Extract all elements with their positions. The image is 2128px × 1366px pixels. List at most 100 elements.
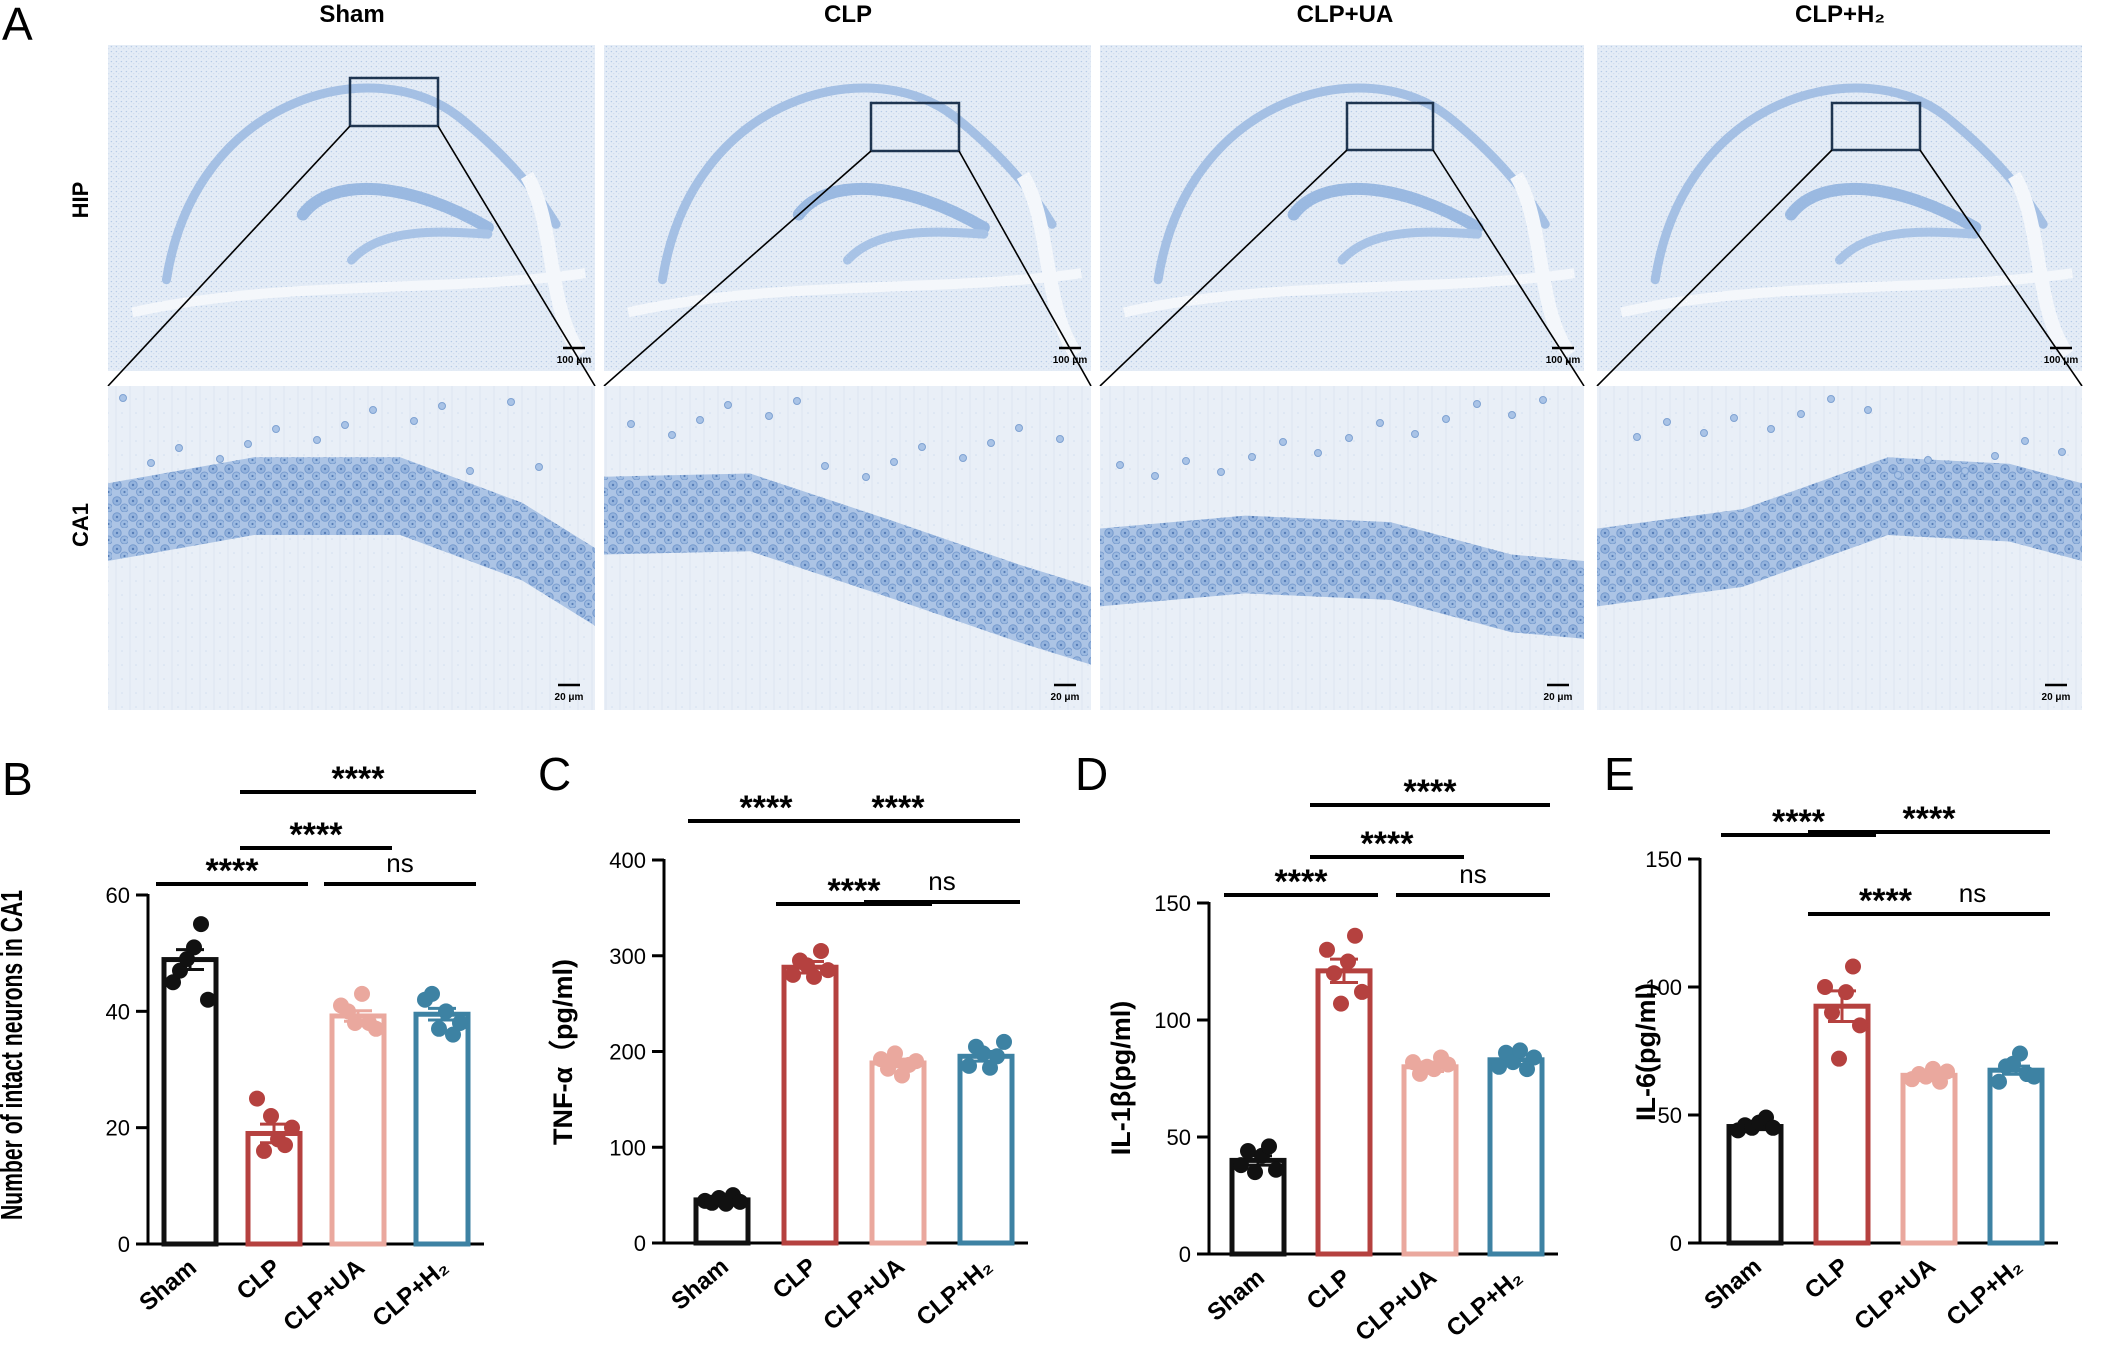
ventricle-gap	[1510, 171, 1576, 359]
scattered-cell	[1056, 435, 1064, 443]
y-tick-label: 40	[106, 999, 130, 1024]
scattered-cell	[1663, 418, 1671, 426]
y-axis-label: IL-6(pg/ml)	[1631, 983, 1661, 1121]
scattered-cell	[821, 462, 829, 470]
x-tick-label: CLP+UA	[1350, 1264, 1441, 1347]
bar	[1900, 1072, 1958, 1246]
scattered-cell	[890, 458, 898, 466]
significance-label: ****	[1903, 800, 1957, 838]
pyramidal-cell-layer	[1100, 515, 1584, 639]
scattered-cell	[313, 436, 321, 444]
data-point	[340, 1003, 356, 1020]
data-point	[1347, 927, 1363, 944]
x-tick-label: Sham	[134, 1254, 201, 1317]
scattered-cell	[918, 443, 926, 451]
hip-micrograph: 100 μm	[1100, 45, 1584, 371]
data-point	[1491, 1058, 1507, 1075]
y-tick-label: 0	[118, 1232, 130, 1257]
scattered-cell	[1894, 471, 1902, 479]
data-point	[1845, 958, 1861, 975]
scattered-cell	[1767, 425, 1775, 433]
bar-charts: B 0 20 40 60 Number of intact neurons in CA1 S…	[0, 748, 2058, 1347]
data-point	[179, 950, 195, 967]
scattered-cell	[1314, 449, 1322, 457]
data-point	[813, 942, 829, 959]
pyramidal-cell-layer	[1597, 457, 2082, 607]
scattered-cell	[175, 444, 183, 452]
ventricle-gap	[1016, 171, 1083, 359]
data-point	[347, 1014, 363, 1031]
ca1-micrograph: 20 μm	[604, 386, 1091, 710]
panel-letter: E	[1604, 748, 1635, 800]
y-tick-label: 400	[609, 848, 646, 873]
scattered-cell	[1473, 400, 1481, 408]
significance-label: ****	[332, 760, 386, 798]
data-point	[975, 1045, 991, 1062]
ca1-micrograph: 20 μm	[1100, 386, 1584, 710]
scattered-cell	[1924, 456, 1932, 464]
scattered-cell	[1991, 452, 1999, 460]
scattered-cell	[1345, 434, 1353, 442]
data-point	[1765, 1119, 1781, 1136]
y-tick-label: 150	[1645, 847, 1682, 872]
scattered-cell	[244, 440, 252, 448]
hip-micrograph: 100 μm	[604, 45, 1091, 371]
x-tick-label: CLP+H₂	[368, 1254, 454, 1333]
data-point	[1333, 995, 1349, 1012]
significance-label: ns	[1959, 878, 1986, 908]
scattered-cell	[438, 402, 446, 410]
dentate-gyrus-lower	[1337, 227, 1483, 265]
scale-bar-label: 100 μm	[1546, 355, 1581, 366]
data-point	[1405, 1054, 1421, 1071]
bar	[781, 964, 839, 1246]
scale-bar-label: 20 μm	[1051, 692, 1080, 703]
data-point	[1426, 1061, 1442, 1078]
data-point	[1319, 941, 1335, 958]
scattered-cell	[1376, 419, 1384, 427]
column-title-clp: CLP	[824, 1, 872, 28]
y-tick-label: 100	[1645, 975, 1682, 1000]
data-point	[1326, 965, 1342, 982]
data-point	[1268, 1161, 1284, 1178]
bar	[1726, 1124, 1784, 1246]
panel-a-letter: A	[2, 0, 33, 50]
data-point	[368, 1020, 384, 1037]
y-tick-label: 300	[609, 944, 646, 969]
data-point	[996, 1033, 1012, 1050]
ventricle-gap	[520, 171, 587, 359]
y-tick-label: 100	[609, 1135, 646, 1160]
scattered-cell	[1633, 433, 1641, 441]
data-point	[982, 1059, 998, 1076]
data-point	[1505, 1054, 1521, 1071]
panel-a: A Sham CLP CLP+UA CLP+H₂ HIP CA1 100 μm 2…	[2, 0, 2083, 710]
y-tick-label: 0	[1670, 1231, 1682, 1256]
data-point	[2026, 1068, 2042, 1085]
data-point	[354, 985, 370, 1002]
data-point	[1240, 1143, 1256, 1160]
scattered-cell	[1730, 414, 1738, 422]
x-tick-label: CLP+H₂	[1942, 1253, 2028, 1332]
data-point	[445, 1026, 461, 1043]
data-point	[284, 1119, 300, 1136]
white-matter-band	[1123, 268, 1576, 318]
scattered-cell	[627, 420, 635, 428]
scale-bar-label: 20 μm	[2042, 692, 2071, 703]
zoom-connector-line	[1099, 149, 1348, 387]
scattered-cell	[216, 455, 224, 463]
scattered-cell	[1539, 396, 1547, 404]
zoom-connector-line	[437, 125, 596, 387]
data-point	[989, 1048, 1005, 1065]
x-tick-label: CLP+UA	[818, 1253, 909, 1336]
hip-image-background	[1100, 45, 1584, 371]
scattered-cell	[1961, 467, 1969, 475]
data-point	[820, 962, 836, 979]
ca1-micrograph: 20 μm	[108, 386, 595, 710]
y-tick-label: 50	[1658, 1103, 1682, 1128]
data-point	[1247, 1164, 1263, 1181]
chart-panel-b: B 0 20 40 60 Number of intact neurons in CA1 S…	[0, 753, 484, 1337]
ca1-micrograph: 20 μm	[1597, 386, 2082, 710]
